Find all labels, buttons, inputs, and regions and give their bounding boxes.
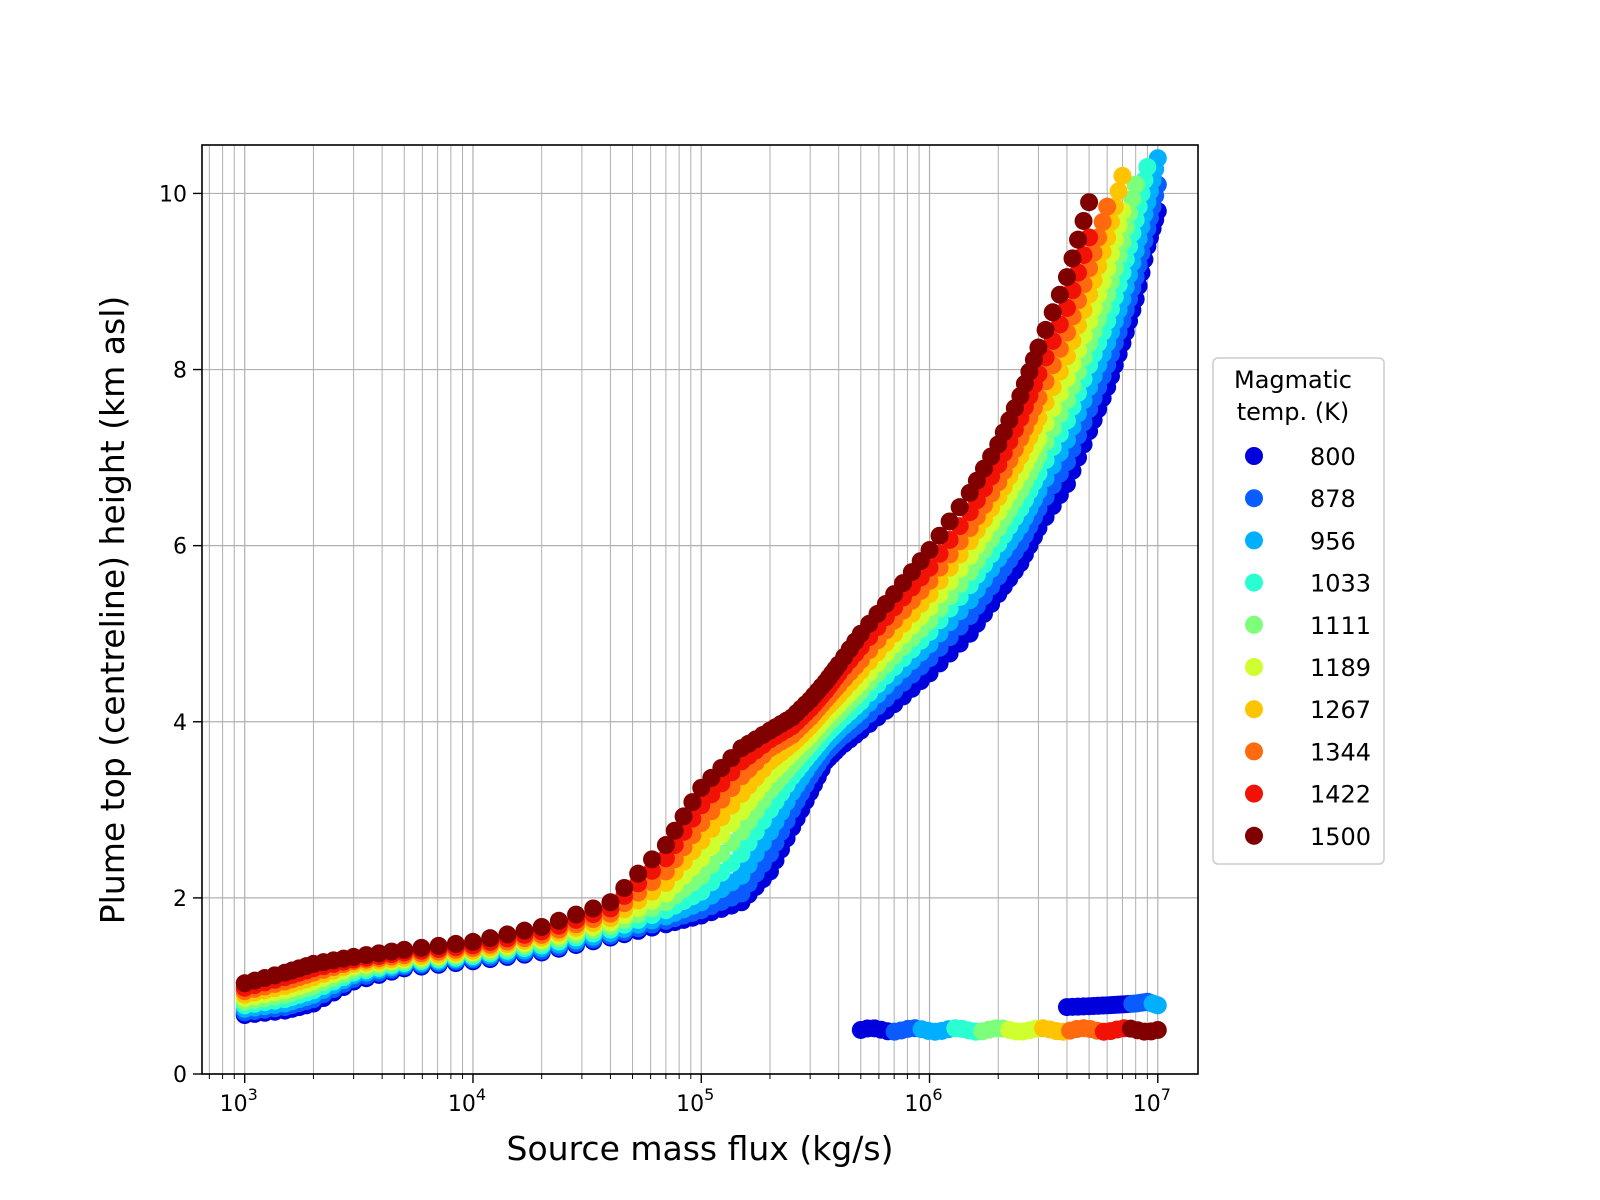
data-point-T1500 <box>498 925 517 944</box>
data-point-T1500 <box>940 512 959 531</box>
legend-marker <box>1245 447 1263 465</box>
data-point-T1111 <box>1126 175 1145 194</box>
data-point-T1344 <box>1093 213 1112 232</box>
data-point-T1500 <box>395 940 414 959</box>
legend-label: 956 <box>1310 527 1356 555</box>
legend-label: 1267 <box>1310 696 1371 724</box>
data-point-T1500 <box>683 793 702 812</box>
legend: Magmatic temp. (K) 800 878 956 1033 1111 1189… <box>1212 357 1385 865</box>
data-point-T1500 <box>549 911 568 930</box>
y-axis-title: Plume top (centreline) height (km asl) <box>93 296 132 924</box>
data-point-T1500 <box>920 541 939 560</box>
data-point-T1500 <box>656 836 675 855</box>
data-point-T1500 <box>1080 193 1099 212</box>
data-points <box>235 149 1167 1041</box>
data-point-T1500 <box>567 905 586 924</box>
x-tick-label: 106 <box>904 1085 942 1117</box>
legend-label: 1500 <box>1310 823 1371 851</box>
data-point-T1500 <box>643 850 662 869</box>
data-point-T1500 <box>1043 303 1062 322</box>
y-tick-label: 8 <box>173 359 187 384</box>
x-axis-title: Source mass flux (kg/s) <box>507 1129 894 1168</box>
x-tick-label: 103 <box>220 1085 258 1117</box>
legend-label: 1111 <box>1310 612 1371 640</box>
data-point-T1500 <box>930 526 949 545</box>
legend-marker <box>1245 615 1263 634</box>
data-point-T1033 <box>1138 158 1157 177</box>
data-point-T1500 <box>665 821 684 840</box>
legend-title-line-1: Magmatic <box>1234 366 1352 394</box>
data-point-T1500 <box>446 934 465 953</box>
legend-marker <box>1245 826 1263 845</box>
legend-label: 1422 <box>1310 781 1371 809</box>
data-point-T1344 <box>1098 197 1117 216</box>
legend-marker <box>1245 700 1263 719</box>
legend-marker <box>1245 489 1263 508</box>
data-point-T1500 <box>1063 249 1082 268</box>
y-tick-label: 4 <box>173 711 187 736</box>
data-point-T1500 <box>1036 320 1055 339</box>
legend-title-line-2: temp. (K) <box>1237 398 1350 426</box>
data-point-T1500 <box>463 932 482 951</box>
plot-frame <box>201 144 1199 1075</box>
data-point-T1500 <box>674 807 693 826</box>
x-tick-label: 107 <box>1133 1085 1171 1117</box>
data-point-T1500 <box>629 864 648 883</box>
data-point-T1500 <box>601 893 620 912</box>
data-point-T1500 <box>481 929 500 948</box>
data-point-T1422 <box>1057 298 1076 317</box>
data-point-T1500 <box>615 878 634 897</box>
axis-ticks <box>193 192 1159 1083</box>
data-point-T1500 <box>1029 338 1048 357</box>
y-tick-label: 2 <box>173 887 187 912</box>
data-point-T1500 <box>1050 285 1069 304</box>
data-point-T1500 <box>1057 268 1076 287</box>
data-point-T1267 <box>1109 182 1128 201</box>
legend-marker <box>1245 531 1263 550</box>
data-point-low-branch <box>1148 996 1167 1015</box>
legend-box <box>1212 357 1385 865</box>
y-tick-label: 0 <box>173 1063 187 1088</box>
data-point-T1500 <box>1069 230 1088 249</box>
legend-marker <box>1245 573 1263 592</box>
legend-marker <box>1245 784 1263 803</box>
legend-label: 800 <box>1310 443 1356 471</box>
data-point-T1500 <box>515 921 534 940</box>
legend-label: 1189 <box>1310 654 1371 682</box>
legend-label: 878 <box>1310 485 1356 513</box>
data-point-T1500 <box>950 498 969 517</box>
legend-marker <box>1245 658 1263 676</box>
data-point-T1111 <box>1123 189 1142 208</box>
legend-label: 1033 <box>1310 570 1371 598</box>
x-tick-label: 104 <box>448 1085 486 1117</box>
data-point-T1267 <box>1113 166 1132 185</box>
y-tick-label: 6 <box>173 535 187 560</box>
data-point-low-branch <box>1148 1020 1167 1039</box>
major-gridlines <box>202 145 1198 1075</box>
data-point-T1500 <box>584 899 603 918</box>
data-point-T1500 <box>532 917 551 936</box>
data-point-T1500 <box>1074 211 1093 230</box>
legend-entries: 800 878 956 1033 1111 1189 1267 1344 1422 1500 <box>1245 443 1371 851</box>
minor-gridlines <box>208 145 1148 1074</box>
data-point-T1500 <box>412 938 431 957</box>
y-tick-label: 10 <box>159 182 187 207</box>
x-tick-label: 105 <box>676 1085 714 1117</box>
legend-marker <box>1245 742 1263 761</box>
data-point-T1500 <box>429 936 448 955</box>
data-point-T1422 <box>656 849 675 868</box>
legend-label: 1344 <box>1310 738 1371 766</box>
